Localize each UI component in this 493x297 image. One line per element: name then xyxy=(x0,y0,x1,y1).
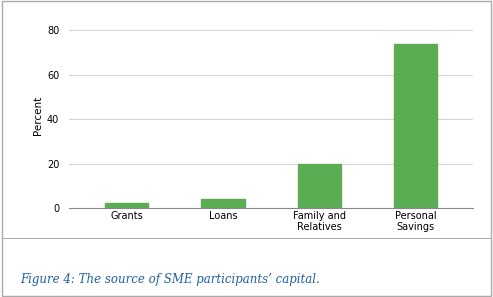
Text: Figure 4: The source of SME participants’ capital.: Figure 4: The source of SME participants… xyxy=(20,273,319,286)
Bar xyxy=(298,164,341,208)
Bar xyxy=(394,44,437,208)
Bar xyxy=(201,199,245,208)
Y-axis label: Percent: Percent xyxy=(33,96,43,135)
Bar xyxy=(105,203,148,208)
